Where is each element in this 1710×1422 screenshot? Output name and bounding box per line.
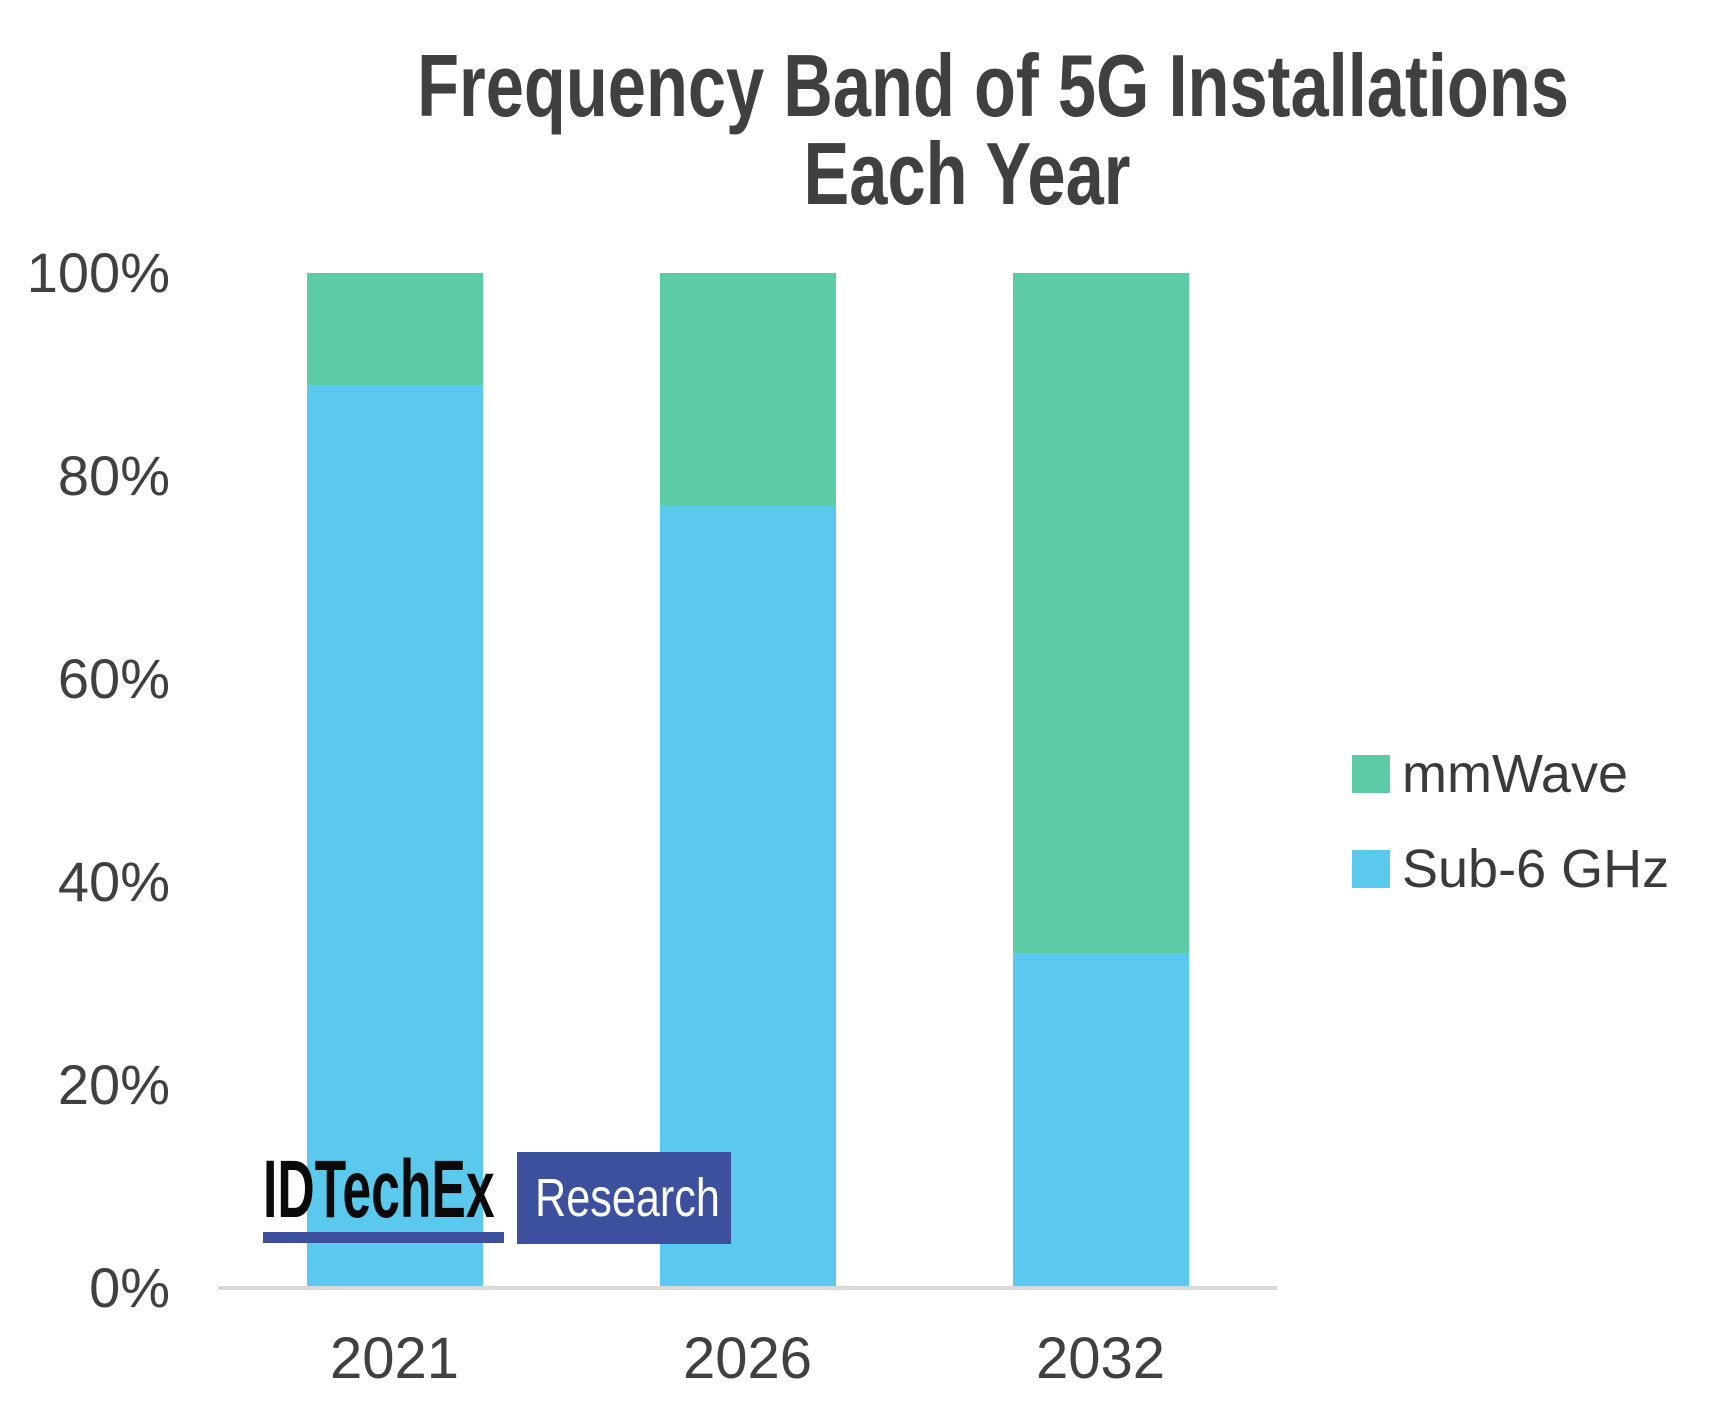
bar-2021-mmwave	[306, 273, 483, 385]
legend-swatch-mmwave	[1352, 755, 1390, 793]
bar-2032-mmwave	[1012, 273, 1189, 954]
chart-title-line2: Each Year	[803, 124, 1131, 223]
chart-title-line1: Frequency Band of 5G Installations	[417, 36, 1569, 135]
x-tick-2026: 2026	[682, 1326, 813, 1391]
idtechex-logo-underline	[263, 1232, 504, 1243]
x-tick-2032: 2032	[1035, 1326, 1166, 1391]
y-tick-0-: 0%	[89, 1256, 170, 1319]
y-tick-60-: 60%	[57, 647, 170, 710]
y-tick-40-: 40%	[57, 850, 170, 913]
idtechex-logo-research-box: Research	[517, 1152, 731, 1244]
bar-2026-mmwave	[659, 273, 836, 507]
y-tick-100-: 100%	[26, 241, 170, 304]
idtechex-logo-brand-text: IDTechEx	[263, 1144, 495, 1235]
legend-label-sub-6-ghz: Sub-6 GHz	[1402, 839, 1670, 899]
bar-2032-sub-6-ghz	[1012, 953, 1189, 1288]
y-tick-80-: 80%	[57, 444, 170, 507]
bar-2021-sub-6-ghz	[306, 384, 483, 1288]
y-axis: 100% 80% 60% 40% 20% 0%	[0, 0, 170, 1422]
idtechex-logo-research-text: Research	[535, 1168, 720, 1228]
y-tick-20-: 20%	[57, 1053, 170, 1116]
chart-title: Frequency Band of 5G Installations Each …	[417, 36, 1569, 223]
legend-swatch-sub-6-ghz	[1352, 850, 1390, 888]
x-tick-2021: 2021	[329, 1326, 460, 1391]
x-axis-line	[218, 1286, 1277, 1290]
legend-label-mmwave: mmWave	[1402, 744, 1628, 804]
